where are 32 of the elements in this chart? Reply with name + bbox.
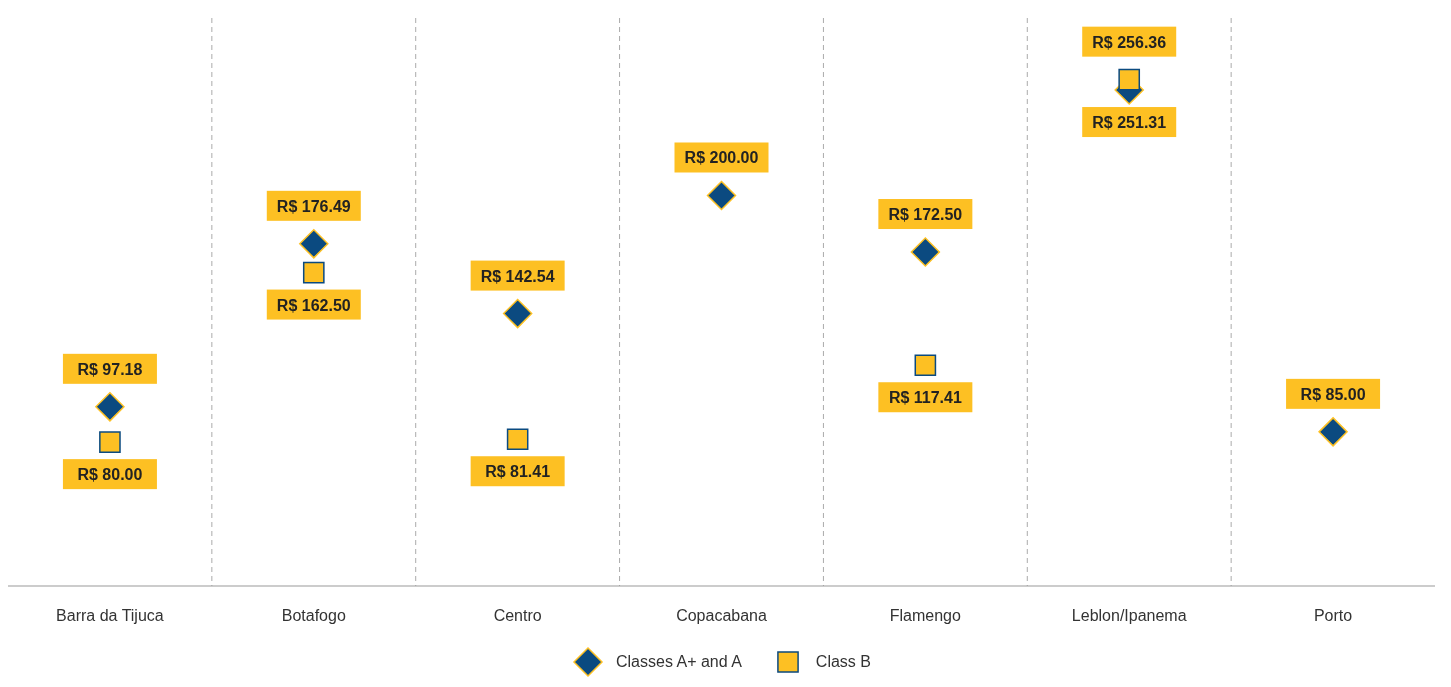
data-label: R$ 80.00 bbox=[77, 466, 143, 484]
legend-label: Class B bbox=[814, 652, 871, 672]
data-label: R$ 117.41 bbox=[888, 389, 962, 407]
data-label: R$ 256.36 bbox=[1092, 33, 1167, 51]
point bbox=[95, 392, 125, 422]
point bbox=[99, 431, 121, 453]
point bbox=[1118, 68, 1141, 91]
x-tick-label: Centro bbox=[493, 607, 542, 625]
data-label: R$ 85.00 bbox=[1300, 385, 1366, 403]
point bbox=[1318, 417, 1348, 447]
x-tick-label: Porto bbox=[1313, 607, 1353, 625]
x-tick-label: Botafogo bbox=[281, 607, 346, 625]
x-tick-label: Barra da Tijuca bbox=[56, 607, 164, 625]
legend-label: Classes A+ and A bbox=[615, 652, 742, 672]
point bbox=[706, 180, 737, 211]
data-label: R$ 200.00 bbox=[684, 149, 759, 167]
data-label: R$ 97.18 bbox=[77, 360, 143, 378]
data-label: R$ 142.54 bbox=[480, 267, 555, 285]
data-label: R$ 176.49 bbox=[276, 197, 351, 215]
point bbox=[914, 354, 937, 377]
point bbox=[506, 428, 529, 451]
x-tick-label: Flamengo bbox=[889, 607, 962, 625]
data-label: R$ 172.50 bbox=[888, 206, 963, 224]
data-label: R$ 162.50 bbox=[276, 296, 351, 314]
data-label: R$ 251.31 bbox=[1092, 114, 1167, 132]
point bbox=[910, 237, 941, 267]
point bbox=[299, 229, 329, 259]
data-label: R$ 81.41 bbox=[485, 463, 551, 481]
point bbox=[302, 261, 325, 284]
x-tick-label: Copacabana bbox=[676, 607, 767, 625]
x-tick-label: Leblon/Ipanema bbox=[1071, 607, 1187, 625]
point bbox=[502, 298, 533, 329]
